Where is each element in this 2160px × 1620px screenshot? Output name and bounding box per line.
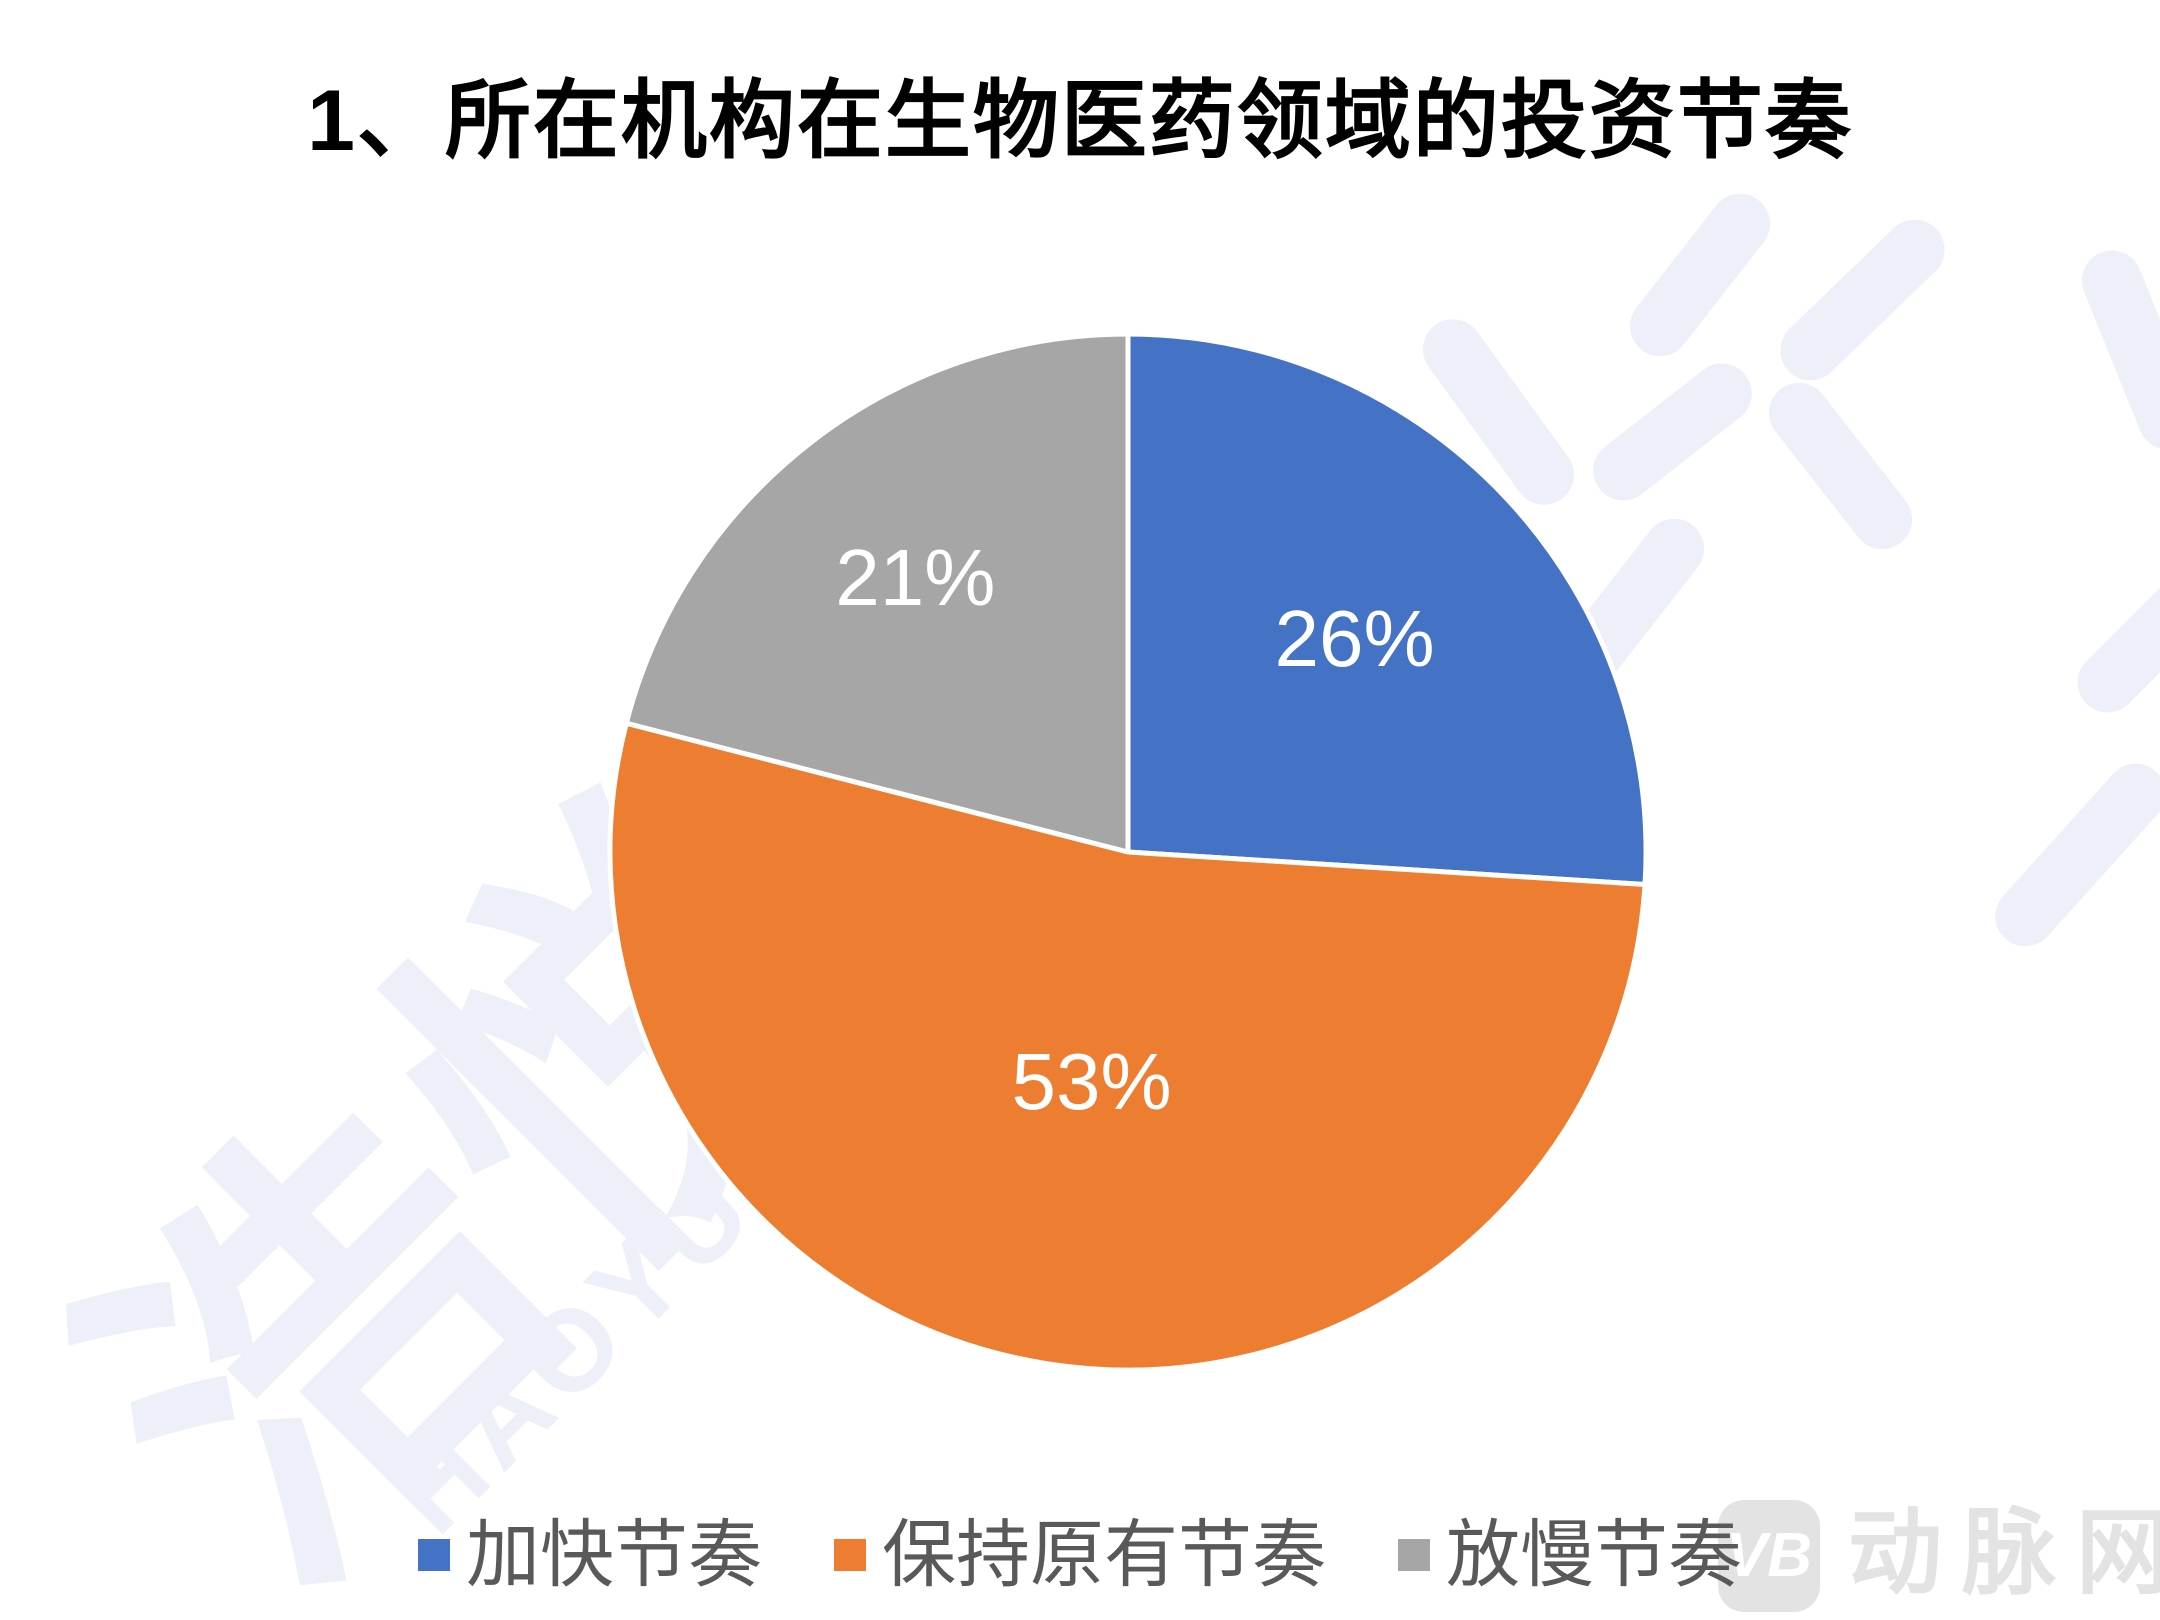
- slice-label-maintain: 53%: [1011, 1037, 1172, 1127]
- legend-swatch-orange-icon: [834, 1538, 866, 1571]
- vbdata-logo-text: 动脉网: [1848, 1500, 2160, 1605]
- pie-slice-1: [607, 720, 1648, 1373]
- slice-label-accelerate: 26%: [1274, 594, 1435, 684]
- slice-label-slowdown: 21%: [835, 532, 996, 622]
- vb-logo-badge: VB: [1718, 1500, 1820, 1612]
- legend-swatch-blue-icon: [418, 1538, 450, 1571]
- pie-slice-2: [623, 331, 1131, 855]
- legend-item-maintain: 保持原有节奏: [834, 1512, 1326, 1597]
- legend-label: 加快节奏: [466, 1513, 762, 1596]
- legend: 加快节奏 保持原有节奏 放慢节奏: [0, 1512, 2160, 1597]
- chart-title: 1、所在机构在生物医药领域的投资节奏: [307, 73, 1853, 169]
- legend-item-slowdown: 放慢节奏: [1398, 1512, 1742, 1597]
- legend-label: 保持原有节奏: [882, 1513, 1326, 1596]
- pie-slice-0: [1125, 331, 1649, 887]
- legend-swatch-gray-icon: [1398, 1538, 1430, 1571]
- vb-logo-letters: VB: [1725, 1521, 1813, 1590]
- legend-label: 放慢节奏: [1446, 1513, 1742, 1596]
- legend-item-accelerate: 加快节奏: [418, 1512, 762, 1597]
